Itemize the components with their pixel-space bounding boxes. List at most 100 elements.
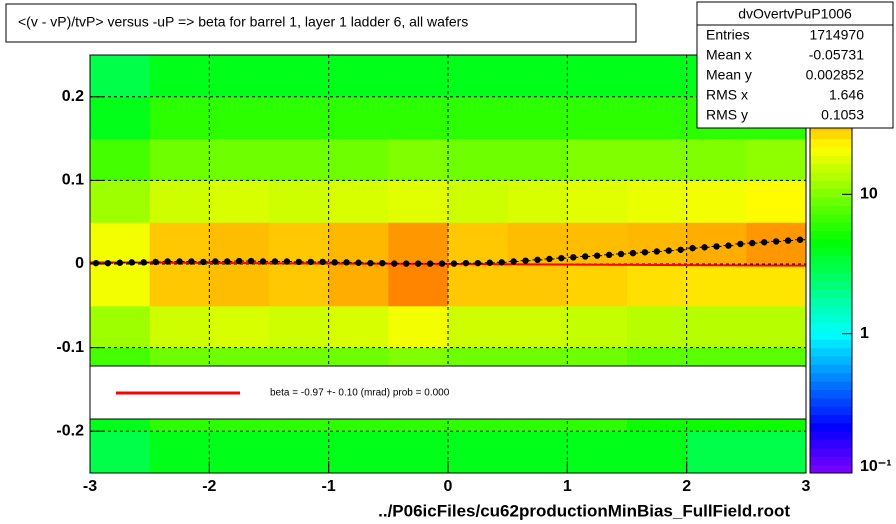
heatmap-cell xyxy=(567,138,628,181)
heatmap-cell xyxy=(90,96,151,140)
y-tick-label: 0 xyxy=(75,255,84,272)
profile-point xyxy=(259,258,267,265)
heatmap-cell xyxy=(388,55,449,98)
profile-point xyxy=(772,238,780,245)
stats-title: dvOvertvPuP1006 xyxy=(738,6,852,22)
stats-value: 1.646 xyxy=(829,87,864,103)
heatmap-cell xyxy=(567,264,628,307)
profile-point xyxy=(617,250,625,258)
heatmap-cell xyxy=(209,222,270,265)
profile-point xyxy=(438,260,446,267)
profile-point xyxy=(701,244,708,251)
profile-point xyxy=(474,259,482,267)
heatmap-cell xyxy=(209,305,270,349)
heatmap-cell xyxy=(328,96,389,140)
heatmap-cell xyxy=(269,431,330,474)
heatmap-cell xyxy=(388,431,449,474)
palette-step xyxy=(810,364,852,374)
heatmap-cell xyxy=(627,264,688,307)
heatmap-cell xyxy=(448,180,509,223)
palette-step xyxy=(810,464,852,474)
stats-name: Mean y xyxy=(706,67,752,83)
profile-point xyxy=(725,242,732,249)
profile-point xyxy=(247,257,255,265)
profile-point xyxy=(212,258,219,265)
z-tick-label: 10 xyxy=(860,186,878,203)
profile-point xyxy=(737,240,744,248)
palette-step xyxy=(810,339,852,349)
palette-step xyxy=(810,372,852,382)
profile-point xyxy=(271,258,279,265)
palette-step xyxy=(810,197,852,206)
x-tick-label: 0 xyxy=(444,478,453,495)
heatmap-cell xyxy=(507,305,568,349)
heatmap-cell xyxy=(149,222,210,265)
heatmap-cell xyxy=(746,264,807,307)
heatmap-cell xyxy=(90,305,151,349)
heatmap-cell xyxy=(388,305,449,349)
profile-point xyxy=(510,258,517,265)
heatmap-cell xyxy=(388,264,449,307)
heatmap-cell xyxy=(507,264,568,307)
palette-step xyxy=(810,172,852,181)
profile-point xyxy=(713,243,720,250)
palette-step xyxy=(810,456,852,466)
profile-point xyxy=(283,258,291,265)
heatmap-cell xyxy=(507,180,568,223)
heatmap-cell xyxy=(388,138,449,181)
heatmap-cell xyxy=(507,431,568,474)
heatmap-cell xyxy=(388,222,449,265)
profile-point xyxy=(450,260,458,267)
stats-value: 0.002852 xyxy=(806,67,865,83)
palette-step xyxy=(810,163,852,173)
palette-step xyxy=(810,130,852,140)
heatmap-cell xyxy=(686,264,747,307)
palette-step xyxy=(810,213,852,223)
palette-step xyxy=(810,280,852,290)
heatmap-cell xyxy=(149,431,210,474)
heatmap-cell xyxy=(448,431,509,474)
heatmap-cell xyxy=(388,180,449,223)
heatmap-cell xyxy=(627,96,688,140)
heatmap-cell xyxy=(567,305,628,349)
palette-step xyxy=(810,355,852,365)
palette-step xyxy=(810,314,852,324)
profile-point xyxy=(761,239,768,246)
profile-point xyxy=(534,256,541,264)
heatmap-cell xyxy=(90,138,151,181)
x-tick-label: 1 xyxy=(563,478,572,495)
heatmap-cell xyxy=(149,138,210,181)
heatmap-cell xyxy=(328,222,389,265)
x-tick-label: -3 xyxy=(83,478,97,495)
stats-value: 0.1053 xyxy=(821,107,864,123)
profile-point xyxy=(319,258,326,266)
heatmap-cell xyxy=(686,180,747,223)
profile-point xyxy=(367,259,374,267)
palette-step xyxy=(810,439,852,449)
profile-point xyxy=(605,251,613,259)
profile-point xyxy=(140,259,147,266)
palette-step xyxy=(810,146,852,156)
heatmap-cell xyxy=(567,431,628,474)
y-tick-label: -0.1 xyxy=(56,339,84,356)
heatmap-cell xyxy=(209,431,270,474)
profile-point xyxy=(128,259,135,266)
heatmap-cell xyxy=(567,96,628,140)
profile-point xyxy=(749,239,756,247)
z-tick-label: 10⁻¹ xyxy=(860,458,892,475)
y-tick-label: 0.1 xyxy=(62,172,84,189)
stats-value: -0.05731 xyxy=(809,47,864,63)
heatmap-cell xyxy=(328,264,389,307)
palette-step xyxy=(810,431,852,441)
profile-point xyxy=(92,259,100,267)
profile-point xyxy=(200,258,207,266)
stats-name: Mean x xyxy=(706,47,752,63)
profile-point xyxy=(343,259,350,266)
profile-point xyxy=(224,258,231,265)
heatmap-cell xyxy=(90,180,151,223)
stats-name: Entries xyxy=(706,27,750,43)
heatmap-cell xyxy=(627,180,688,223)
palette-step xyxy=(810,255,852,265)
heatmap-cell xyxy=(507,138,568,181)
